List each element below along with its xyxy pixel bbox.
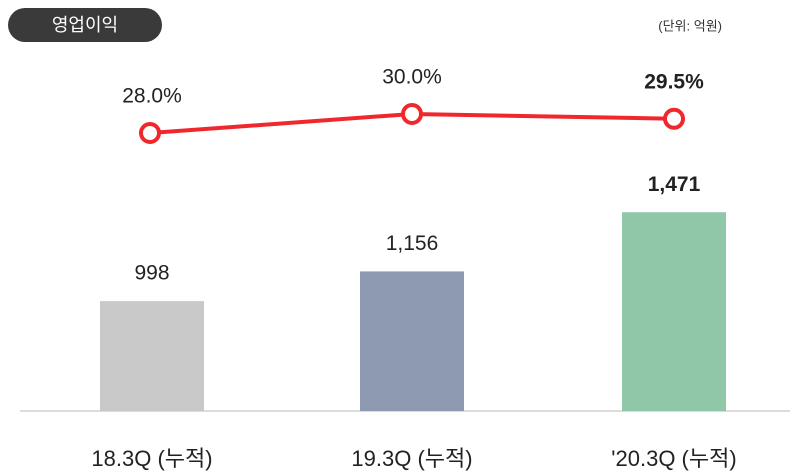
data-label: 29.5% bbox=[644, 70, 704, 93]
bar bbox=[622, 212, 726, 411]
x-tick-label: 19.3Q (누적) bbox=[351, 446, 472, 471]
data-label: 998 bbox=[134, 262, 169, 285]
unit-label: (단위: 억원) bbox=[658, 18, 722, 33]
line-marker bbox=[663, 107, 685, 130]
data-label: 1,156 bbox=[386, 232, 439, 255]
data-label: 28.0% bbox=[122, 85, 182, 108]
line-marker bbox=[401, 103, 423, 125]
x-tick-label: '20.3Q (누적) bbox=[611, 446, 736, 471]
data-label: 30.0% bbox=[382, 66, 442, 89]
title-pill bbox=[8, 8, 162, 42]
data-label: 1,471 bbox=[648, 173, 701, 196]
chart-title: 영업이익 bbox=[52, 15, 118, 35]
bar bbox=[360, 271, 464, 411]
line-marker bbox=[139, 122, 161, 144]
bar bbox=[100, 301, 204, 411]
x-tick-label: 18.3Q (누적) bbox=[91, 446, 212, 471]
